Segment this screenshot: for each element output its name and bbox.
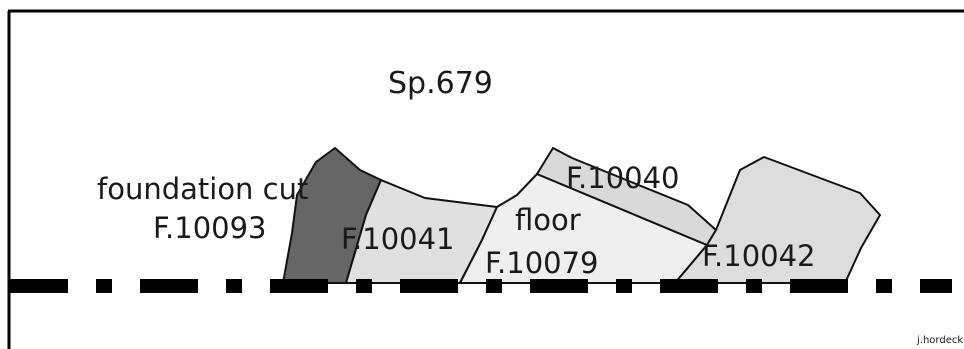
feature-f10093-label-line1: foundation cut (97, 172, 308, 206)
feature-f10042-shape (674, 156, 881, 284)
feature-f10093-label-line2: F.10093 (153, 211, 267, 245)
feature-f10040-label: F.10040 (566, 161, 680, 195)
feature-f10042-label: F.10042 (702, 239, 816, 273)
section-label: Sp.679 (388, 66, 493, 101)
credit-label: j.hordecki (916, 335, 964, 346)
feature-f10079-label-line2: F.10079 (485, 246, 599, 280)
feature-f10079-label-line1: floor (515, 203, 581, 237)
feature-f10041-label: F.10041 (341, 222, 455, 256)
